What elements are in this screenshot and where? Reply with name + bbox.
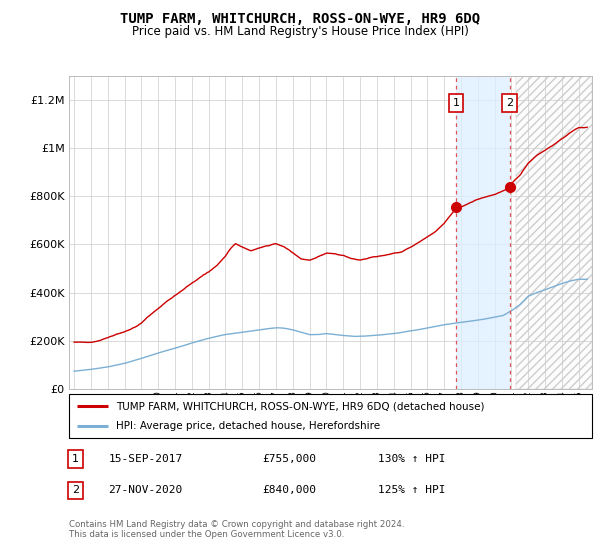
Text: 2: 2 [506,99,514,108]
Text: 125% ↑ HPI: 125% ↑ HPI [377,486,445,496]
FancyBboxPatch shape [69,394,592,438]
Text: £755,000: £755,000 [263,454,317,464]
Bar [517,76,592,389]
Text: TUMP FARM, WHITCHURCH, ROSS-ON-WYE, HR9 6DQ (detached house): TUMP FARM, WHITCHURCH, ROSS-ON-WYE, HR9 … [116,401,485,411]
Text: Price paid vs. HM Land Registry's House Price Index (HPI): Price paid vs. HM Land Registry's House … [131,25,469,38]
Text: Contains HM Land Registry data © Crown copyright and database right 2024.
This d: Contains HM Land Registry data © Crown c… [69,520,404,539]
Text: 130% ↑ HPI: 130% ↑ HPI [377,454,445,464]
Text: 15-SEP-2017: 15-SEP-2017 [108,454,182,464]
Text: 1: 1 [72,454,79,464]
Text: TUMP FARM, WHITCHURCH, ROSS-ON-WYE, HR9 6DQ: TUMP FARM, WHITCHURCH, ROSS-ON-WYE, HR9 … [120,12,480,26]
Text: 27-NOV-2020: 27-NOV-2020 [108,486,182,496]
Text: 2: 2 [72,486,79,496]
Bar [517,76,592,389]
Bar [456,76,510,389]
Text: HPI: Average price, detached house, Herefordshire: HPI: Average price, detached house, Here… [116,421,380,431]
Text: 1: 1 [452,99,460,108]
Text: £840,000: £840,000 [263,486,317,496]
